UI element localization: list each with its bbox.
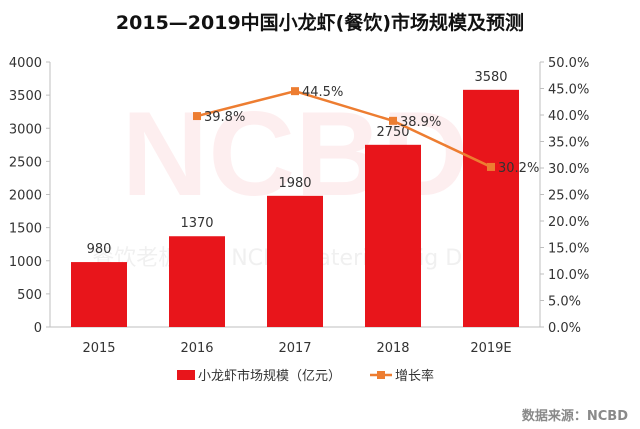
left-tick-label: 2500 bbox=[9, 155, 42, 170]
legend-line-marker bbox=[377, 371, 385, 379]
right-tick-label: 40.0% bbox=[548, 109, 589, 124]
left-tick-label: 2000 bbox=[9, 189, 42, 204]
growth-label: 38.9% bbox=[400, 115, 441, 130]
x-tick-label: 2019E bbox=[470, 341, 511, 356]
bar-label: 2750 bbox=[376, 125, 409, 140]
right-tick-label: 15.0% bbox=[548, 242, 589, 257]
bar bbox=[267, 195, 323, 327]
right-tick-label: 10.0% bbox=[548, 268, 589, 283]
data-source: 数据来源：NCBD bbox=[521, 409, 628, 424]
growth-label: 44.5% bbox=[302, 85, 343, 100]
bar-label: 1370 bbox=[180, 216, 213, 231]
left-tick-label: 3000 bbox=[9, 122, 42, 137]
bar bbox=[365, 144, 421, 327]
left-tick-label: 3500 bbox=[9, 89, 42, 104]
legend-bar-swatch bbox=[177, 370, 195, 380]
right-tick-label: 5.0% bbox=[548, 295, 581, 310]
x-tick-label: 2016 bbox=[180, 341, 213, 356]
growth-point bbox=[291, 87, 299, 96]
growth-point bbox=[487, 162, 495, 171]
right-tick-label: 50.0% bbox=[548, 56, 589, 71]
bar bbox=[463, 89, 519, 327]
legend-line-label: 增长率 bbox=[395, 368, 434, 384]
left-tick-label: 500 bbox=[17, 288, 42, 303]
left-tick-label: 1000 bbox=[9, 255, 42, 270]
growth-point bbox=[389, 116, 397, 125]
right-tick-label: 35.0% bbox=[548, 136, 589, 151]
left-tick-label: 0 bbox=[34, 321, 42, 336]
x-tick-label: 2017 bbox=[278, 341, 311, 356]
right-tick-label: 0.0% bbox=[548, 321, 581, 336]
growth-point bbox=[193, 112, 201, 121]
right-tick-label: 25.0% bbox=[548, 189, 589, 204]
right-tick-label: 20.0% bbox=[548, 215, 589, 230]
bar-label: 1980 bbox=[278, 176, 311, 191]
chart-title: 2015—2019中国小龙虾(餐饮)市场规模及预测 bbox=[115, 12, 525, 34]
x-tick-label: 2015 bbox=[82, 341, 115, 356]
left-tick-label: 1500 bbox=[9, 222, 42, 237]
right-tick-label: 30.0% bbox=[548, 162, 589, 177]
right-tick-label: 45.0% bbox=[548, 83, 589, 98]
growth-label: 30.2% bbox=[498, 161, 539, 176]
bar-label: 980 bbox=[87, 242, 112, 257]
bar bbox=[71, 262, 127, 327]
x-tick-label: 2018 bbox=[376, 341, 409, 356]
bar-label: 3580 bbox=[474, 70, 507, 85]
growth-label: 39.8% bbox=[204, 110, 245, 125]
legend-bar-label: 小龙虾市场规模（亿元） bbox=[198, 368, 341, 384]
left-tick-label: 4000 bbox=[9, 56, 42, 71]
growth-line bbox=[196, 89, 492, 169]
bar bbox=[169, 236, 225, 327]
